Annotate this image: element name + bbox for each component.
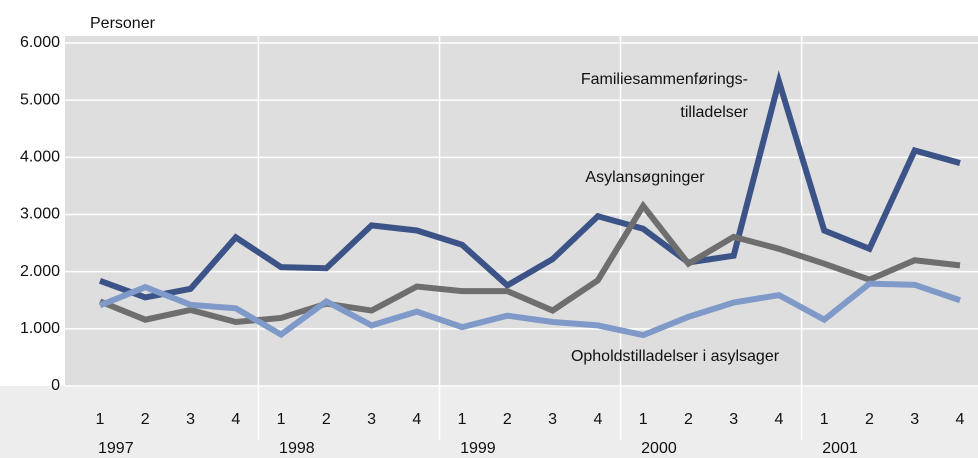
x-tick-label: 3 — [910, 411, 919, 428]
x-tick-label: 4 — [412, 411, 421, 428]
axis-band — [0, 386, 978, 458]
y-tick-label: 4.000 — [20, 149, 60, 166]
y-axis-label: Personer — [90, 15, 156, 32]
y-tick-label: 6.000 — [20, 34, 60, 51]
x-tick-label: 2 — [141, 411, 150, 428]
x-tick-label: 3 — [186, 411, 195, 428]
x-tick-label: 1 — [639, 411, 648, 428]
x-tick-label: 2 — [322, 411, 331, 428]
x-group-label: 1999 — [460, 440, 496, 457]
x-tick-label: 2 — [503, 411, 512, 428]
x-tick-label: 1 — [277, 411, 286, 428]
x-tick-label: 1 — [458, 411, 467, 428]
y-tick-label: 5.000 — [20, 91, 60, 108]
series-line — [98, 200, 961, 326]
x-tick-label: 4 — [231, 411, 240, 428]
x-tick-label: 2 — [684, 411, 693, 428]
x-tick-label: 3 — [367, 411, 376, 428]
x-group-label: 2000 — [641, 440, 677, 457]
x-tick-label: 1 — [96, 411, 105, 428]
x-tick-label: 1 — [820, 411, 829, 428]
x-tick-label: 4 — [593, 411, 602, 428]
series-label: tilladelser — [680, 104, 748, 121]
y-tick-label: 1.000 — [20, 320, 60, 337]
series-line — [98, 70, 961, 301]
series-line — [98, 280, 961, 339]
x-group-label: 1998 — [279, 440, 315, 457]
series-label: Opholdstilladelser i asylsager — [571, 348, 780, 365]
y-tick-label: 2.000 — [20, 263, 60, 280]
y-tick-label: 3.000 — [20, 206, 60, 223]
x-group-label: 2001 — [822, 440, 858, 457]
x-tick-label: 2 — [865, 411, 874, 428]
x-tick-label: 3 — [548, 411, 557, 428]
x-group-label: 1997 — [98, 440, 134, 457]
plot-area — [65, 36, 978, 386]
x-tick-label: 4 — [774, 411, 783, 428]
series-label: Asylansøgninger — [585, 169, 705, 186]
series-label: Familiesammenførings- — [581, 71, 748, 88]
x-tick-label: 3 — [729, 411, 738, 428]
x-tick-label: 4 — [956, 411, 965, 428]
y-tick-label: 0 — [51, 377, 60, 394]
